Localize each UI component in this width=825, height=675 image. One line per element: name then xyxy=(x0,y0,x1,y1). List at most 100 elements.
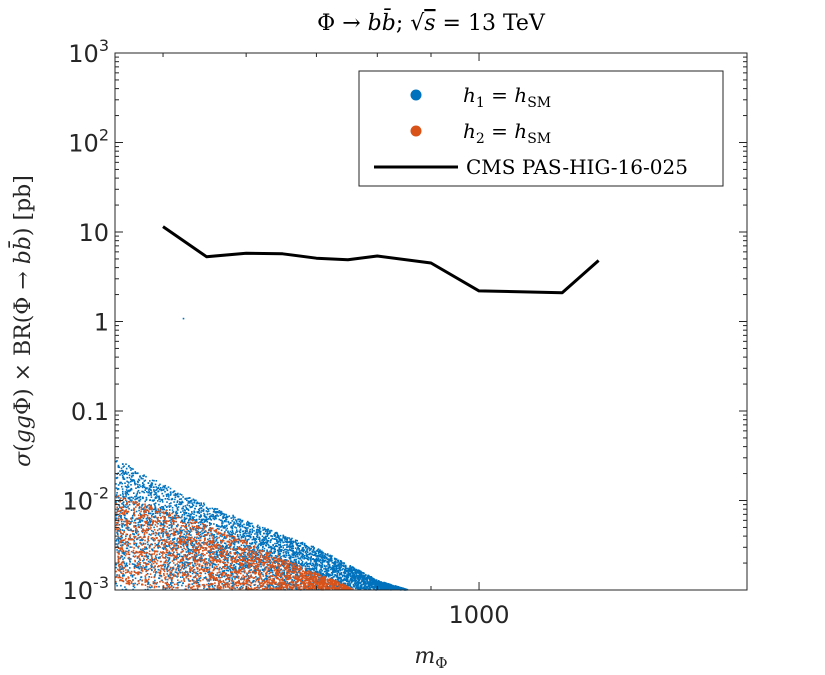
scatter-point xyxy=(230,534,233,536)
scatter-point xyxy=(207,513,209,515)
scatter-point xyxy=(137,496,139,499)
scatter-point xyxy=(165,554,167,556)
scatter-point xyxy=(335,566,338,568)
scatter-point xyxy=(115,477,118,479)
scatter-point xyxy=(166,513,169,516)
scatter-point xyxy=(267,567,270,569)
scatter-point xyxy=(186,532,188,535)
scatter-point xyxy=(216,511,218,514)
scatter-point xyxy=(211,507,214,510)
scatter-point xyxy=(325,574,327,576)
scatter-point xyxy=(160,522,162,525)
scatter-point xyxy=(220,552,223,554)
scatter-point xyxy=(136,472,139,475)
scatter-point xyxy=(142,517,145,520)
scatter-point xyxy=(232,532,234,535)
scatter-point xyxy=(317,548,320,550)
scatter-point xyxy=(236,562,238,565)
scatter-point xyxy=(162,520,165,522)
scatter-point xyxy=(330,557,333,560)
scatter-point xyxy=(227,552,230,555)
scatter-point xyxy=(253,584,256,586)
scatter-point xyxy=(288,546,290,548)
scatter-point xyxy=(124,586,126,588)
scatter-point xyxy=(185,542,188,544)
scatter-point xyxy=(312,549,314,551)
scatter-point xyxy=(332,569,335,572)
scatter-point xyxy=(356,585,358,587)
scatter-point xyxy=(291,544,294,547)
scatter-point xyxy=(278,536,280,538)
scatter-point xyxy=(163,566,166,568)
scatter-point xyxy=(166,556,169,559)
scatter-point xyxy=(283,578,286,581)
scatter-point xyxy=(308,548,311,550)
scatter-point xyxy=(295,553,298,556)
scatter-point xyxy=(237,552,240,554)
scatter-point xyxy=(246,520,249,523)
scatter-point xyxy=(244,526,247,529)
scatter-point xyxy=(303,558,305,560)
scatter-point xyxy=(323,565,326,567)
scatter-point xyxy=(304,551,307,554)
scatter-point xyxy=(164,511,167,514)
scatter-point xyxy=(269,546,271,549)
scatter-point xyxy=(337,585,339,588)
scatter-point xyxy=(169,509,171,511)
scatter-point xyxy=(135,532,138,535)
scatter-point xyxy=(170,505,172,507)
scatter-point xyxy=(187,540,189,542)
scatter-point xyxy=(287,582,290,585)
scatter-point xyxy=(294,541,297,543)
scatter-point xyxy=(207,531,210,534)
scatter-point xyxy=(294,561,297,563)
scatter-point xyxy=(118,563,121,566)
scatter-point xyxy=(132,533,134,535)
scatter-point xyxy=(187,579,190,581)
scatter-point xyxy=(289,545,292,548)
scatter-point xyxy=(210,551,213,554)
scatter-point xyxy=(359,577,362,579)
scatter-point xyxy=(206,588,209,590)
scatter-point xyxy=(327,559,330,561)
scatter-point xyxy=(305,554,308,556)
scatter-point xyxy=(136,491,139,493)
scatter-point xyxy=(227,556,229,559)
scatter-point xyxy=(326,572,329,574)
scatter-point xyxy=(217,556,219,558)
scatter-point xyxy=(336,567,338,570)
scatter-point xyxy=(226,554,228,556)
scatter-point xyxy=(283,571,285,574)
scatter-point xyxy=(221,570,224,572)
scatter-point xyxy=(187,585,190,587)
scatter-point xyxy=(307,553,309,556)
scatter-point xyxy=(122,496,124,498)
scatter-point xyxy=(119,481,121,484)
scatter-point xyxy=(177,541,179,544)
scatter-point xyxy=(213,523,215,525)
scatter-point xyxy=(203,535,206,537)
scatter-point xyxy=(400,587,403,590)
scatter-point xyxy=(162,485,165,487)
scatter-point xyxy=(150,485,152,487)
scatter-point xyxy=(164,498,167,500)
scatter-point xyxy=(147,557,149,560)
scatter-point xyxy=(258,526,261,528)
scatter-point xyxy=(129,567,131,569)
scatter-point xyxy=(271,571,274,574)
scatter-point xyxy=(227,520,229,523)
scatter-point xyxy=(282,537,284,539)
scatter-point xyxy=(199,559,202,562)
scatter-point xyxy=(151,499,154,502)
scatter-point xyxy=(141,531,144,534)
scatter-point xyxy=(320,561,322,564)
scatter-point xyxy=(359,584,362,587)
scatter-point xyxy=(147,521,150,524)
scatter-point xyxy=(206,521,209,523)
scatter-point xyxy=(362,578,365,580)
scatter-point xyxy=(332,565,334,567)
scatter-point xyxy=(132,497,134,499)
scatter-point xyxy=(181,548,183,551)
scatter-point xyxy=(125,489,128,491)
scatter-point xyxy=(187,509,190,512)
